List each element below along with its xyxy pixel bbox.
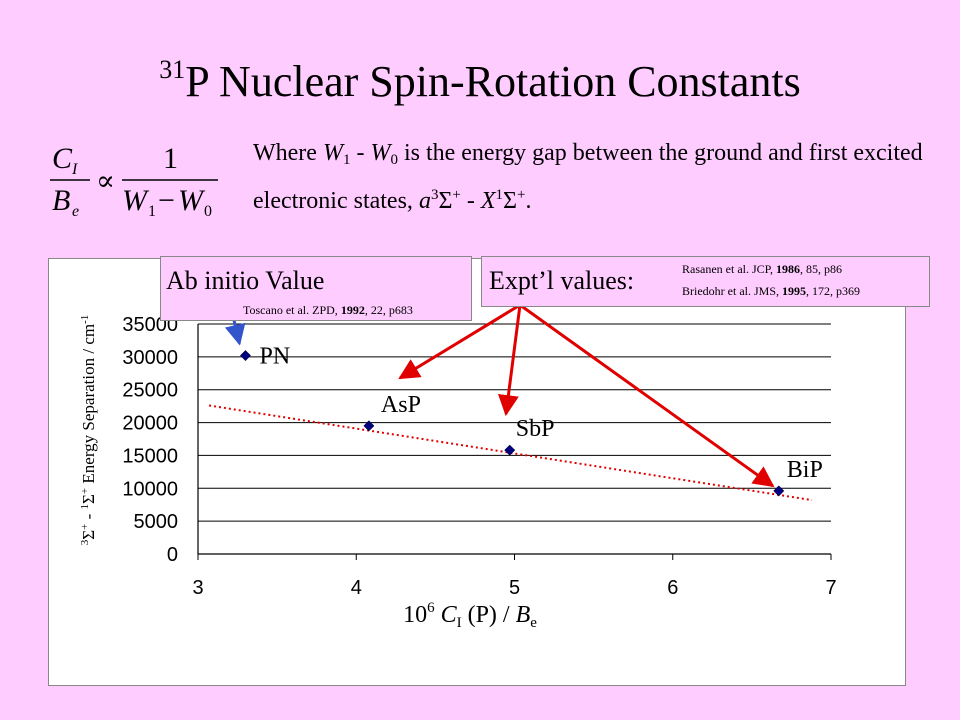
formula-w0: W — [178, 184, 206, 217]
y-tick-label: 15000 — [122, 445, 178, 467]
ylabel-dash: - — [79, 509, 98, 523]
point-label-sbp: SbP — [516, 416, 555, 442]
axes — [197, 324, 832, 560]
experimental-reference-2: Briedohr et al. JMS, 1995, 172, p369 — [682, 284, 860, 299]
point-label-asp: AsP — [381, 392, 421, 418]
desc-sigma-1-sup: + — [452, 187, 461, 203]
experimental-arrow — [519, 303, 775, 488]
expt-ref1-tail: , 85, p86 — [800, 262, 842, 276]
desc-text-5: . — [525, 188, 532, 214]
desc-w1: W — [322, 140, 343, 166]
desc-w0-sub: 0 — [390, 152, 398, 168]
desc-text-1: Where — [253, 140, 323, 166]
experimental-arrow — [398, 303, 521, 380]
xlabel-prefix-sup: 6 — [427, 600, 435, 616]
desc-text-3: is the energy gap between the ground and… — [253, 140, 923, 214]
ylabel-sup-1: 3 — [79, 539, 91, 545]
x-tick-label: 4 — [351, 577, 362, 599]
data-point-asp — [363, 420, 375, 432]
ab-initio-ref-text: Toscano et al. ZPD, — [243, 303, 341, 317]
y-tick-label: 0 — [167, 544, 178, 566]
point-labels: PN AsP SbP BiP — [259, 344, 822, 483]
data-points — [240, 350, 785, 497]
ab-initio-label: Ab initio Value — [166, 266, 325, 295]
xlabel-c-sub: I — [457, 615, 462, 631]
x-tick-label: 6 — [667, 577, 678, 599]
xlabel-b: B — [516, 602, 531, 628]
xlabel-c: C — [441, 602, 458, 628]
formula-minus: − — [158, 184, 175, 217]
title-text: P Nuclear Spin-Rotation Constants — [185, 57, 801, 106]
x-tick-label: 3 — [192, 577, 203, 599]
formula-one: 1 — [163, 142, 178, 175]
x-tick-labels: 3 4 5 6 7 — [192, 577, 836, 599]
expt-ref1-text: Rasanen et al. JCP, — [682, 262, 776, 276]
ylabel-sigma-2: Σ — [79, 494, 98, 504]
formula-w1: W — [122, 184, 150, 217]
data-point-bip — [773, 485, 785, 497]
xlabel-middle: (P) / — [462, 602, 516, 628]
desc-w1-sub: 1 — [342, 152, 351, 168]
experimental-reference-1: Rasanen et al. JCP, 1986, 85, p86 — [682, 262, 842, 277]
ylabel-sup-2: 1 — [79, 504, 91, 510]
formula-w1-sub: 1 — [148, 203, 156, 218]
expt-ref2-text: Briedohr et al. JMS, — [682, 284, 782, 298]
formula-description: Where W1 - W0 is the energy gap between … — [253, 136, 943, 219]
formula-c-sub: I — [71, 161, 78, 178]
xlabel-prefix: 10 — [403, 602, 427, 628]
y-tick-label: 10000 — [122, 478, 178, 500]
proportionality-formula: C I B e ∝ 1 W 1 − W 0 — [50, 142, 218, 218]
ab-initio-ref-year: 1992 — [340, 303, 365, 317]
y-axis-label: 3Σ+ - 1Σ+ Energy Separation / cm-1 — [79, 315, 98, 546]
ylabel-rest: Energy Separation / cm — [79, 324, 98, 488]
x-tick-label: 7 — [825, 577, 836, 599]
y-tick-label: 25000 — [122, 380, 178, 402]
point-label-pn: PN — [259, 344, 290, 370]
title-superscript: 31 — [159, 55, 186, 84]
desc-sigma-1: Σ — [438, 188, 453, 214]
callout-arrows — [224, 303, 775, 488]
slide-title: 31P Nuclear Spin-Rotation Constants — [0, 40, 960, 112]
proportional-symbol: ∝ — [96, 166, 115, 197]
y-tick-label: 5000 — [134, 511, 179, 533]
experimental-callout — [481, 256, 930, 307]
x-tick-label: 5 — [509, 577, 520, 599]
x-axis-label: 106 CI (P) / Be — [403, 600, 537, 631]
experimental-arrow — [497, 304, 522, 417]
desc-a-sup: 3 — [430, 187, 439, 203]
data-point-pn — [240, 350, 251, 361]
ab-initio-ref-tail: , 22, p683 — [364, 303, 413, 317]
ylabel-sup-2b: + — [79, 488, 91, 494]
formula-b: B — [52, 184, 70, 217]
point-label-bip: BiP — [787, 457, 823, 483]
y-tick-label: 30000 — [122, 347, 178, 369]
desc-x: X — [480, 188, 496, 214]
desc-text-4: - — [460, 188, 481, 214]
formula-w0-sub: 0 — [204, 203, 212, 218]
expt-ref2-tail: , 172, p369 — [806, 284, 860, 298]
ylabel-sigma-1: Σ — [79, 530, 98, 540]
y-tick-label: 20000 — [122, 413, 178, 435]
desc-text-2: - — [350, 140, 371, 166]
desc-a: a — [418, 188, 431, 214]
ab-initio-callout — [160, 256, 472, 321]
ab-initio-reference: Toscano et al. ZPD, 1992, 22, p683 — [243, 303, 413, 317]
experimental-label: Expt’l values: — [489, 266, 635, 295]
formula-b-sub: e — [72, 203, 79, 218]
desc-x-sup: 1 — [495, 187, 504, 203]
desc-w0: W — [370, 140, 391, 166]
expt-ref2-year: 1995 — [782, 284, 806, 298]
ylabel-sup-1b: + — [79, 524, 91, 530]
xlabel-b-sub: e — [530, 615, 537, 631]
ylabel-unit-sup: -1 — [79, 315, 91, 324]
expt-ref1-year: 1986 — [776, 262, 800, 276]
data-point-sbp — [504, 444, 516, 456]
desc-sigma-2: Σ — [503, 188, 518, 214]
desc-sigma-2-sup: + — [517, 187, 526, 203]
formula-c: C — [52, 142, 73, 175]
